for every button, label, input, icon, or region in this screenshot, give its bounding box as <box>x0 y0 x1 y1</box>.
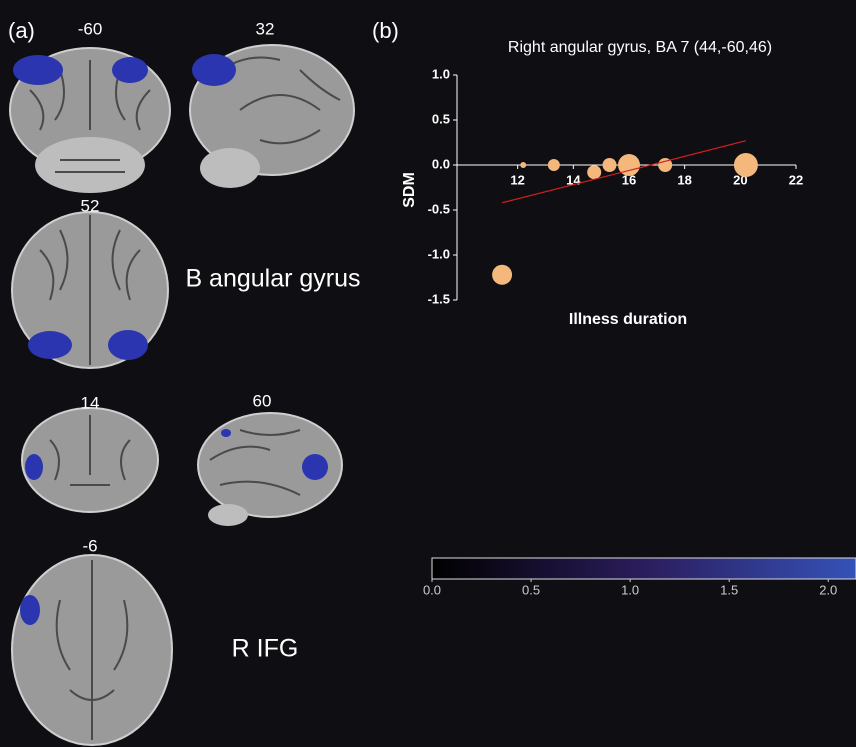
y-tick-label: -1.5 <box>428 291 450 306</box>
colorbar-tick-label: 1.5 <box>720 582 738 597</box>
panel-label: (b) <box>372 18 399 43</box>
bubble <box>734 153 758 177</box>
bubble <box>520 162 526 168</box>
slice-label: 52 <box>81 196 100 215</box>
slice-label: -6 <box>82 536 97 555</box>
panel-label: (a) <box>8 18 35 43</box>
y-tick-label: 0.0 <box>432 156 450 171</box>
x-tick-label: 12 <box>510 172 524 187</box>
y-tick-label: 0.5 <box>432 111 450 126</box>
region-label: R IFG <box>232 635 299 663</box>
y-tick-label: -1.0 <box>428 246 450 261</box>
x-tick-label: 14 <box>566 172 581 187</box>
colorbar <box>432 558 856 579</box>
fit-line <box>502 141 746 203</box>
x-axis-label: Illness duration <box>569 311 687 328</box>
colorbar-tick-label: 1.0 <box>621 582 639 597</box>
bubble <box>603 158 617 172</box>
slice-label: 32 <box>256 19 275 38</box>
x-tick-label: 22 <box>789 172 803 187</box>
brain-images <box>10 45 354 745</box>
slice-label: 14 <box>81 393 100 412</box>
colorbar-tick-label: 0.0 <box>423 582 441 597</box>
y-axis-label: SDM <box>401 172 418 208</box>
y-tick-label: 1.0 <box>432 66 450 81</box>
x-tick-label: 18 <box>677 172 691 187</box>
bubble <box>587 165 601 179</box>
slice-label: -60 <box>78 19 103 38</box>
bubble <box>492 265 512 285</box>
bubble <box>548 159 560 171</box>
region-label: B angular gyrus <box>185 265 360 293</box>
slice-label: 60 <box>253 391 272 410</box>
y-tick-label: -0.5 <box>428 201 450 216</box>
chart-title: Right angular gyrus, BA 7 (44,-60,46) <box>508 39 772 56</box>
figure: (a) (b) -60 32 52 14 60 -6 <box>0 0 856 747</box>
colorbar-tick-label: 2.0 <box>819 582 837 597</box>
colorbar-tick-label: 0.5 <box>522 582 540 597</box>
